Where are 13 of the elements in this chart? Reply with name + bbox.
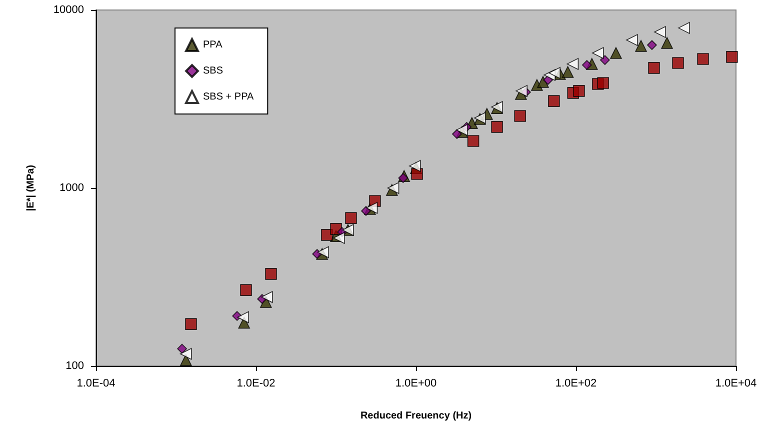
y-tick-label: 100: [66, 360, 84, 372]
legend-label: SBS + PPA: [203, 92, 254, 102]
legend-label: PPA: [203, 40, 223, 50]
y-axis-title: |E*| (MPa): [26, 164, 36, 212]
x-tick-label: 1.0E-02: [236, 378, 276, 390]
x-tick-label: 1.0E-04: [76, 378, 116, 390]
y-tick-label: 10000: [53, 4, 84, 16]
x-axis-title: Reduced Freuency (Hz): [360, 410, 472, 422]
y-tick-label: 1000: [60, 182, 84, 194]
legend-label: SBS: [203, 66, 224, 76]
x-tick-label: 1.0E+00: [395, 378, 437, 390]
x-tick-label: 1.0E+04: [715, 378, 757, 390]
x-tick-label: 1.0E+02: [555, 378, 597, 390]
